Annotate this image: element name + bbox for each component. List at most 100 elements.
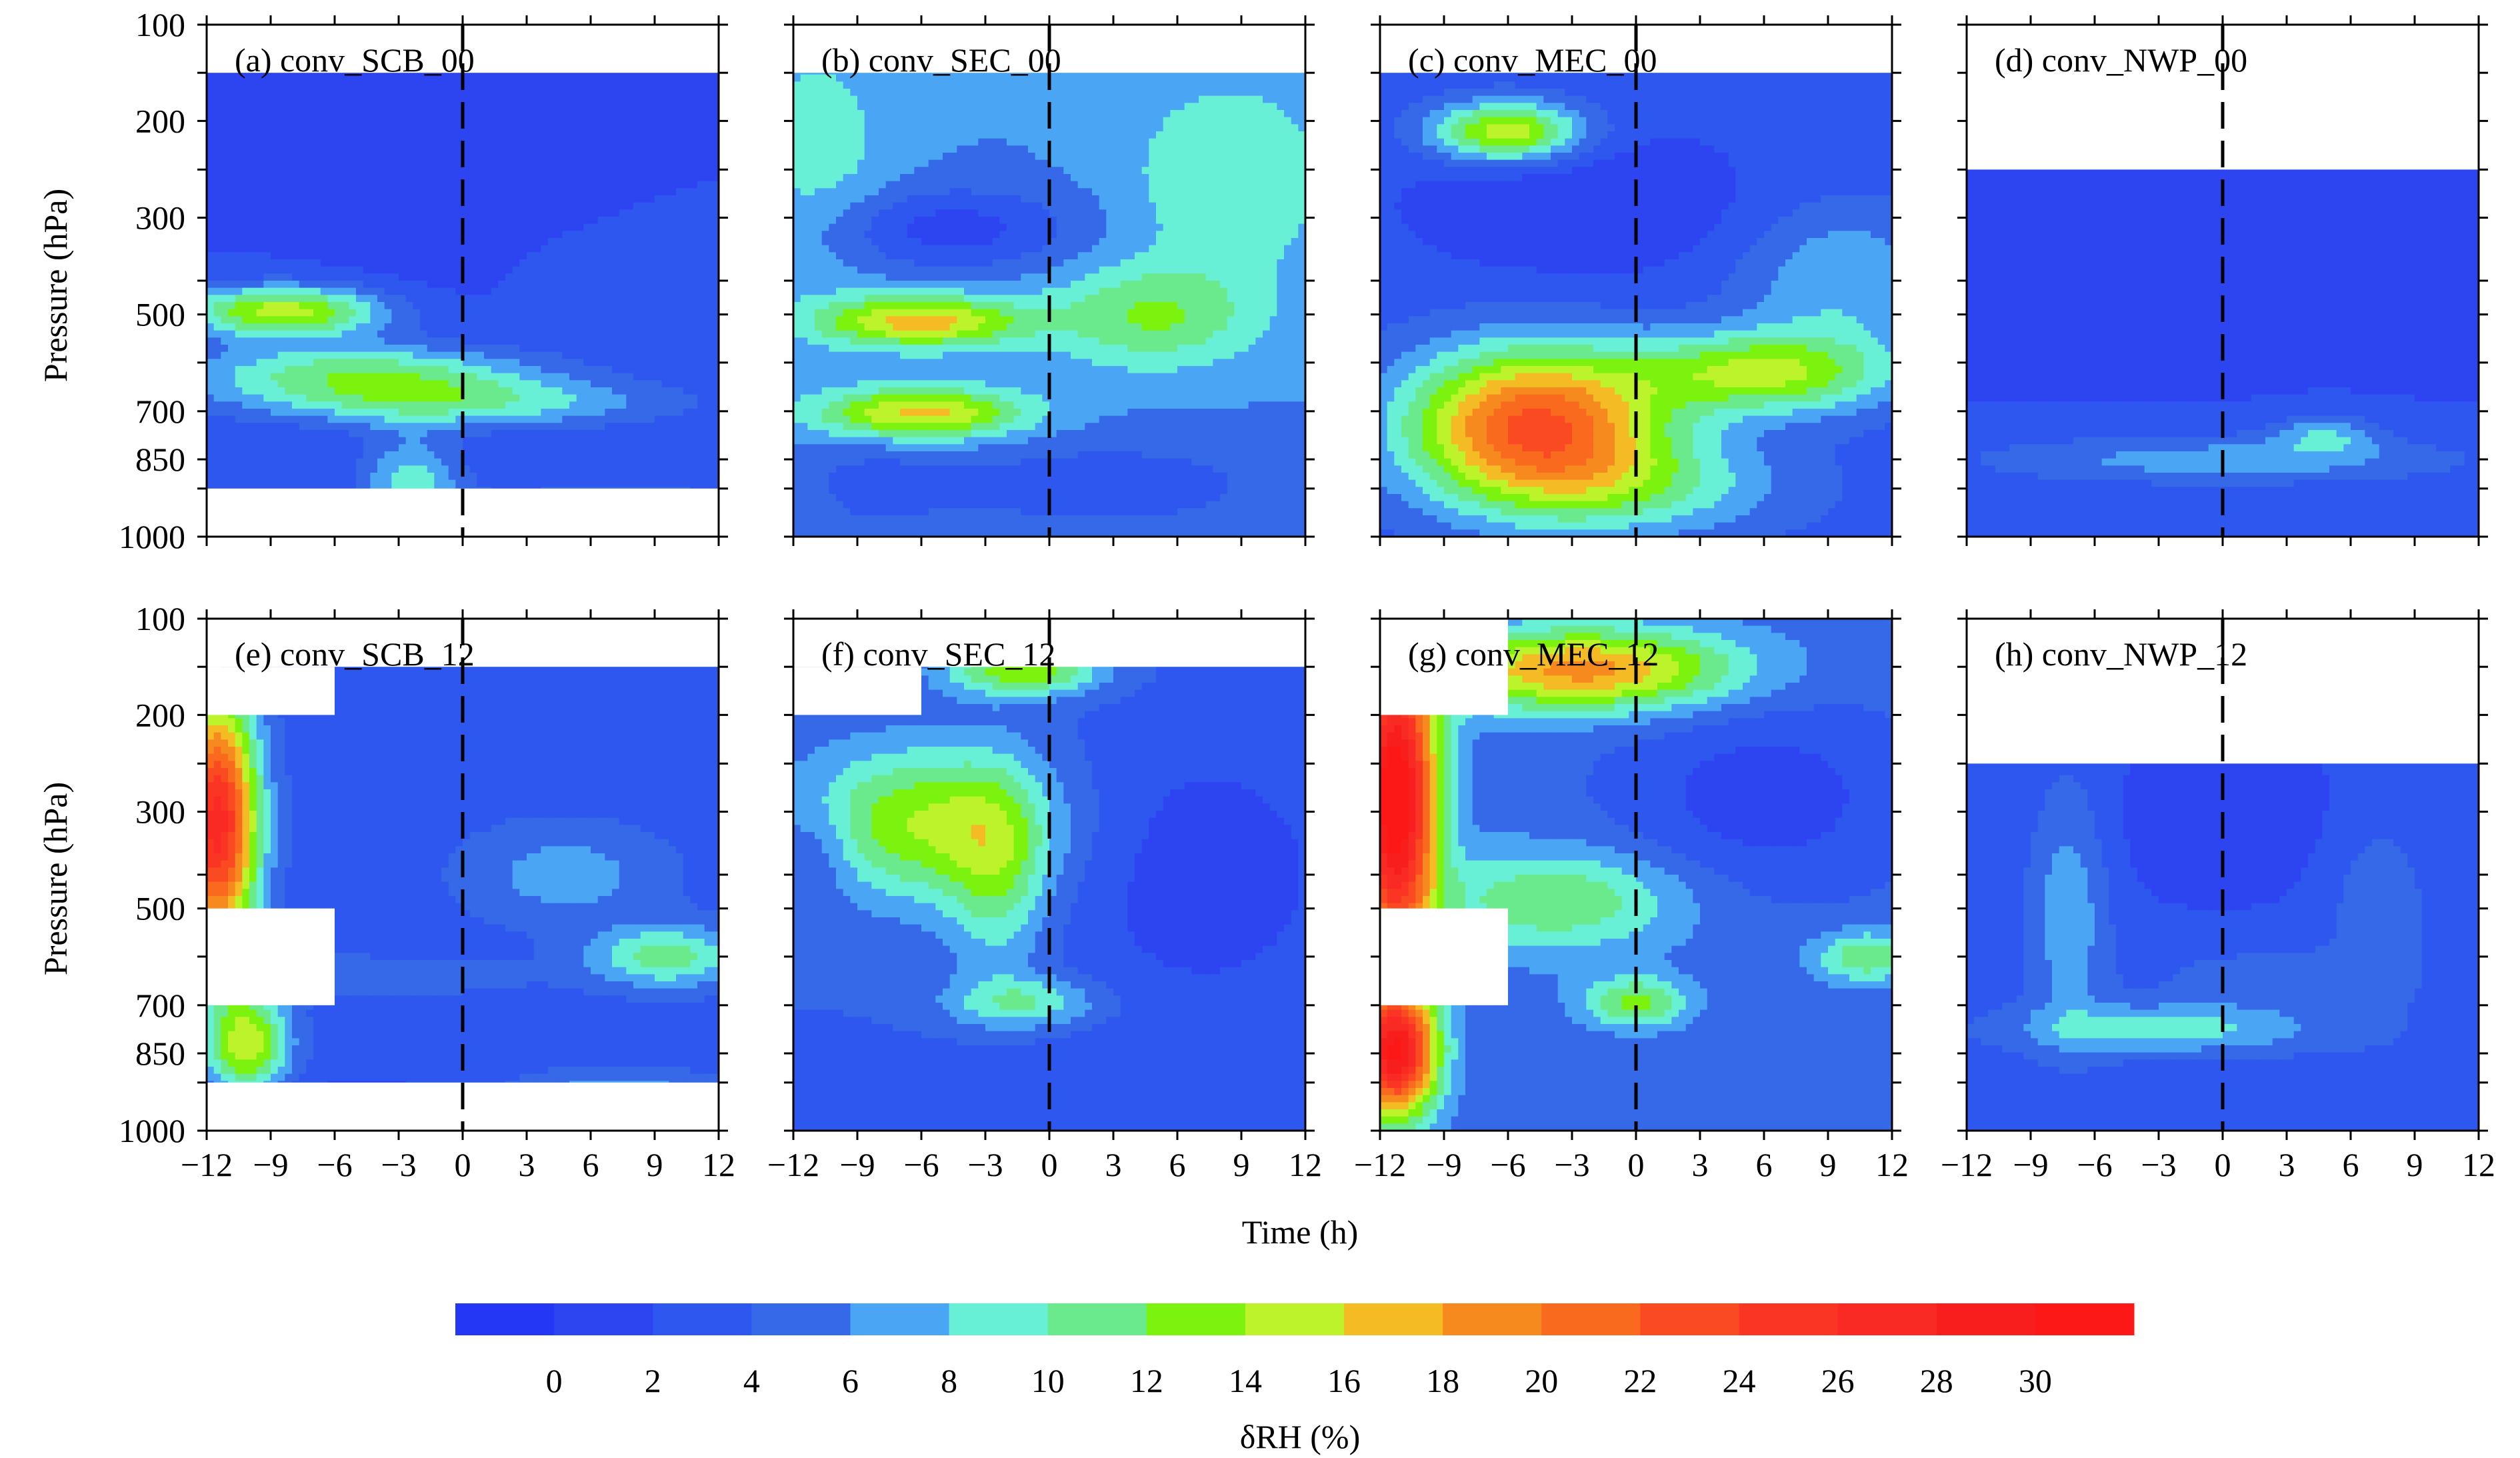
- colorbar-tick-label: 22: [1623, 1362, 1657, 1399]
- colorbar-tick-label: 0: [546, 1362, 563, 1399]
- x-tick-label: 0: [455, 1146, 471, 1183]
- contour-field: [793, 619, 1305, 1131]
- colorbar-tick-label: 24: [1723, 1362, 1756, 1399]
- missing-data-region: [1380, 619, 1508, 715]
- contour-field: [207, 25, 719, 537]
- x-tick-label: −12: [1941, 1146, 1993, 1183]
- colorbar-tick-label: 18: [1426, 1362, 1459, 1399]
- colorbar-swatch: [850, 1303, 950, 1335]
- colorbar-swatch: [1837, 1303, 1937, 1335]
- colorbar-tick-label: 12: [1130, 1362, 1163, 1399]
- colorbar-swatch: [751, 1303, 851, 1335]
- y-tick-label: 500: [135, 890, 185, 927]
- colorbar-swatch: [1146, 1303, 1246, 1335]
- panel-c: (c) conv_MEC_00: [1379, 23, 1893, 538]
- x-tick-label: 12: [2462, 1146, 2495, 1183]
- missing-data-region: [207, 908, 335, 1005]
- panel-g: (g) conv_MEC_12: [1379, 617, 1893, 1132]
- colorbar-swatch: [1640, 1303, 1740, 1335]
- y-tick-label: 700: [135, 987, 185, 1024]
- x-tick-label: 9: [1820, 1146, 1837, 1183]
- x-tick-label: −9: [2013, 1146, 2048, 1183]
- y-axis-title-bottom: Pressure (hPa): [37, 782, 74, 975]
- colorbar-swatch: [1936, 1303, 2036, 1335]
- contour-field: [1967, 25, 2479, 537]
- missing-data-region: [207, 667, 335, 715]
- x-tick-label: 3: [1692, 1146, 1709, 1183]
- x-tick-label: 12: [702, 1146, 735, 1183]
- x-tick-label: −12: [1354, 1146, 1406, 1183]
- colorbar-tick-label: 4: [743, 1362, 760, 1399]
- colorbar-swatch: [949, 1303, 1049, 1335]
- x-tick-label: 6: [583, 1146, 599, 1183]
- colorbar-swatch: [2035, 1303, 2135, 1335]
- colorbar-tick-label: 10: [1031, 1362, 1065, 1399]
- colorbar-tick-label: 8: [941, 1362, 957, 1399]
- panel-a-title: (a) conv_SCB_00: [235, 41, 475, 79]
- colorbar-tick-label: 6: [842, 1362, 859, 1399]
- contour-field: [1380, 25, 1892, 537]
- x-tick-label: −6: [317, 1146, 352, 1183]
- colorbar-swatch: [653, 1303, 752, 1335]
- x-tick-label: 0: [1628, 1146, 1645, 1183]
- colorbar-label: δRH (%): [1240, 1418, 1360, 1455]
- colorbar: 0 2 4 6 8 10 12 14 16 18 20 22 24 26 28 30: [455, 1303, 2135, 1399]
- x-tick-label: 3: [1105, 1146, 1122, 1183]
- x-tick-label: −12: [767, 1146, 819, 1183]
- x-tick-label: −6: [903, 1146, 939, 1183]
- panel-h-title: (h) conv_NWP_12: [1995, 635, 2247, 673]
- colorbar-tick-label: 2: [645, 1362, 661, 1399]
- x-tick-label: 9: [2407, 1146, 2423, 1183]
- x-tick-label: 6: [1756, 1146, 1773, 1183]
- x-tick-label: −9: [1426, 1146, 1461, 1183]
- contour-field: [793, 25, 1305, 537]
- panel-b: (b) conv_SEC_00: [792, 23, 1307, 538]
- x-tick-label: 12: [1875, 1146, 1909, 1183]
- colorbar-swatch: [1047, 1303, 1147, 1335]
- y-tick-label: 1000: [119, 518, 185, 555]
- colorbar-swatch: [1443, 1303, 1542, 1335]
- x-tick-label: 12: [1289, 1146, 1322, 1183]
- x-tick-label: −12: [181, 1146, 233, 1183]
- colorbar-tick-label: 14: [1229, 1362, 1262, 1399]
- x-tick-label: −6: [1490, 1146, 1525, 1183]
- x-tick-label: 3: [519, 1146, 535, 1183]
- x-axis-title: Time (h): [1242, 1213, 1359, 1251]
- y-tick-label: 700: [135, 393, 185, 430]
- contour-field: [1380, 619, 1892, 1131]
- x-tick-label: −3: [967, 1146, 1003, 1183]
- x-tick-label: 6: [2343, 1146, 2359, 1183]
- colorbar-swatch: [1245, 1303, 1345, 1335]
- colorbar-tick-label: 20: [1525, 1362, 1558, 1399]
- y-tick-label: 850: [135, 441, 185, 478]
- x-tick-label: −9: [253, 1146, 288, 1183]
- y-tick-label: 1000: [119, 1112, 185, 1149]
- colorbar-tick-label: 28: [1920, 1362, 1953, 1399]
- panel-f-title: (f) conv_SEC_12: [821, 635, 1055, 673]
- panel-f: (f) conv_SEC_12: [792, 617, 1307, 1132]
- colorbar-swatch: [1739, 1303, 1839, 1335]
- x-tick-label: 9: [1233, 1146, 1250, 1183]
- x-tick-label: 3: [2279, 1146, 2295, 1183]
- colorbar-swatch: [554, 1303, 653, 1335]
- colorbar-swatch: [1541, 1303, 1641, 1335]
- panel-a: (a) conv_SCB_00: [205, 23, 720, 538]
- y-tick-label: 300: [135, 199, 185, 237]
- missing-data-region: [793, 667, 921, 715]
- panel-e: (e) conv_SCB_12: [205, 617, 720, 1132]
- y-tick-label: 200: [135, 102, 185, 139]
- panel-c-title: (c) conv_MEC_00: [1408, 41, 1657, 79]
- y-tick-label: 500: [135, 296, 185, 333]
- panel-b-title: (b) conv_SEC_00: [821, 41, 1061, 79]
- x-tick-label: −6: [2077, 1146, 2112, 1183]
- x-tick-label: −3: [2141, 1146, 2176, 1183]
- x-tick-label: 0: [1041, 1146, 1058, 1183]
- x-tick-label: −3: [381, 1146, 416, 1183]
- panel-g-title: (g) conv_MEC_12: [1408, 635, 1659, 673]
- colorbar-swatch: [1344, 1303, 1443, 1335]
- y-axis-title-top: Pressure (hPa): [37, 189, 74, 382]
- y-tick-label: 100: [135, 600, 185, 637]
- x-tick-label: −9: [839, 1146, 875, 1183]
- axis-ticks: 1002003005007008501000100200300500700850…: [119, 6, 2495, 1183]
